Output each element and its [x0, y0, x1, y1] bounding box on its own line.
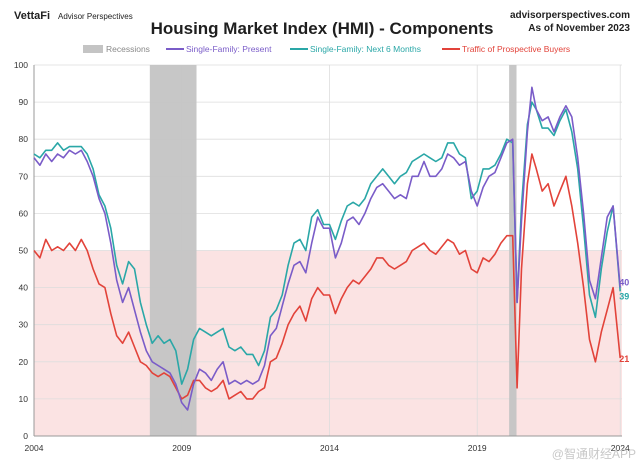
legend-label-present: Single-Family: Present [186, 44, 272, 54]
legend-label-traffic: Traffic of Prospective Buyers [462, 44, 570, 54]
y-tick-label: 50 [19, 246, 29, 256]
legend-swatch-recessions [83, 45, 103, 53]
y-tick-label: 60 [19, 208, 29, 218]
y-tick-label: 30 [19, 320, 29, 330]
series-line-next6 [33, 101, 621, 385]
brand-logo: VettaFi [14, 10, 50, 22]
series-line-present [33, 86, 621, 411]
end-label-traffic: 21 [619, 354, 629, 364]
legend: Recessions Single-Family: Present Single… [83, 44, 570, 54]
y-tick-label: 80 [19, 134, 29, 144]
x-tick-label: 2004 [25, 443, 44, 453]
y-tick-label: 70 [19, 171, 29, 181]
y-tick-label: 0 [23, 431, 28, 441]
y-tick-label: 90 [19, 97, 29, 107]
brand-subtitle: Advisor Perspectives [58, 12, 133, 21]
x-tick-label: 2009 [172, 443, 191, 453]
below-50-band [34, 250, 622, 436]
chart-title: Housing Market Index (HMI) - Components [151, 19, 494, 38]
x-tick-label: 2019 [468, 443, 487, 453]
y-tick-label: 40 [19, 283, 29, 293]
x-tick-label: 2014 [320, 443, 339, 453]
y-tick-label: 10 [19, 394, 29, 404]
watermark: @智通财经APP [552, 446, 636, 461]
y-tick-label: 20 [19, 357, 29, 367]
legend-label-recessions: Recessions [106, 44, 150, 54]
source-label: advisorperspectives.com [510, 10, 630, 21]
x-tick-label: 2024 [611, 443, 630, 453]
legend-label-next6: Single-Family: Next 6 Months [310, 44, 421, 54]
end-label-next6: 39 [619, 291, 629, 301]
recession-bar [149, 65, 197, 436]
as-of-label: As of November 2023 [528, 23, 630, 34]
y-tick-label: 100 [14, 60, 28, 70]
end-label-present: 40 [619, 278, 629, 288]
series-line-traffic [33, 153, 621, 400]
